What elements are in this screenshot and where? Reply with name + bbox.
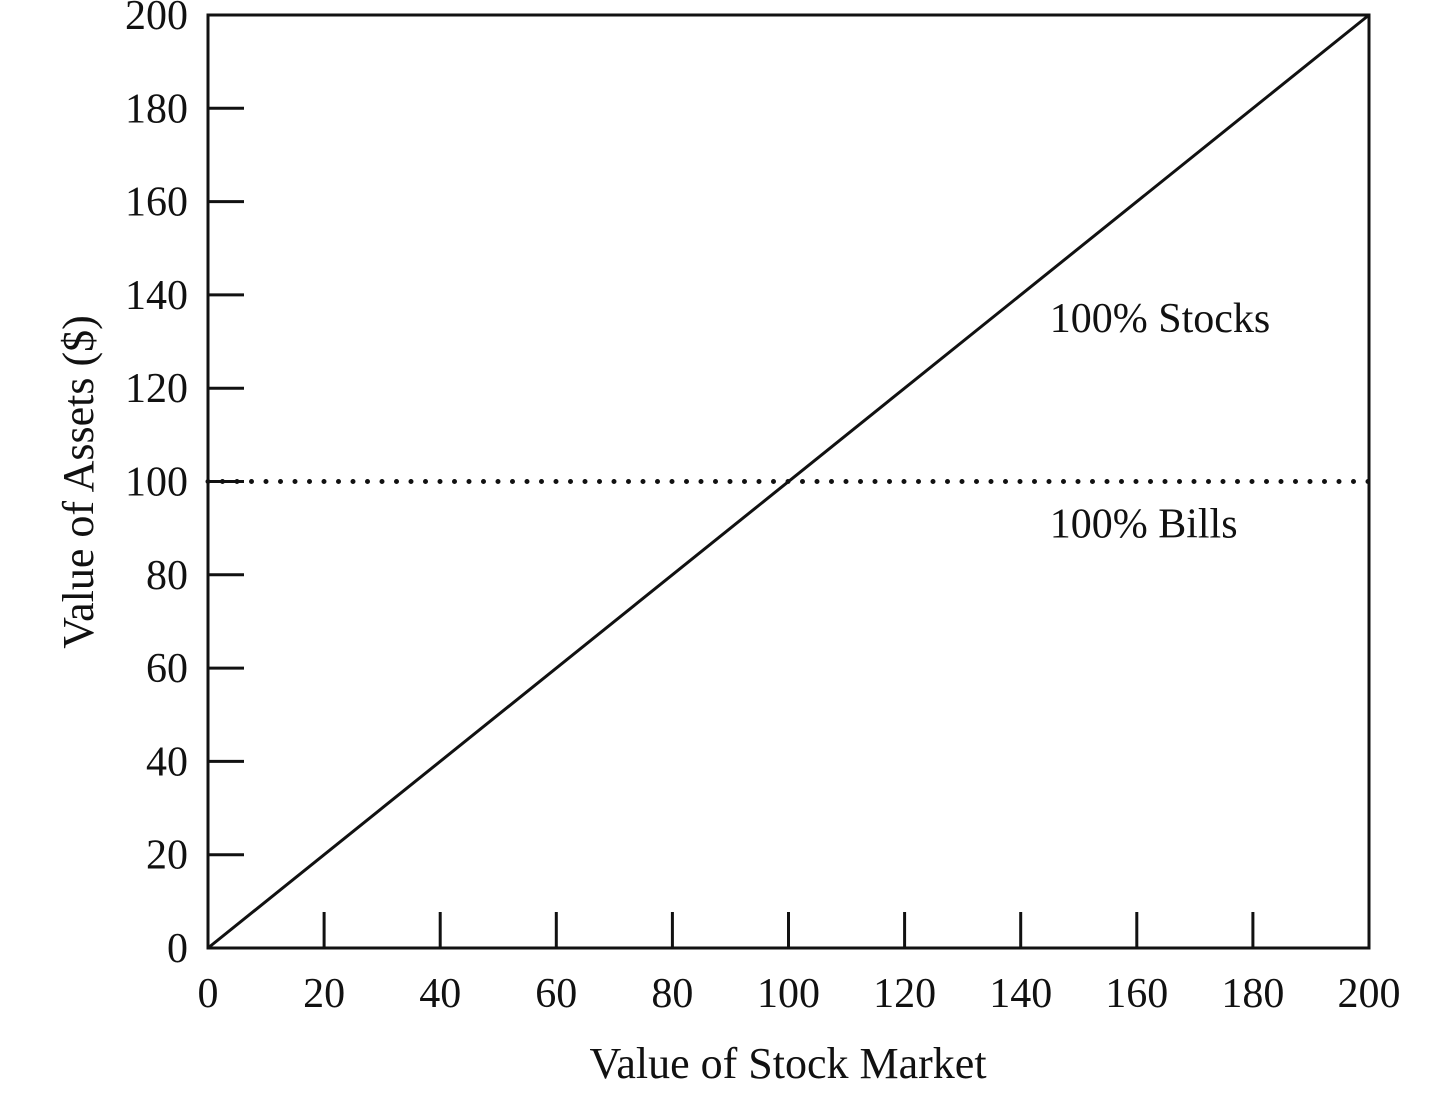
x-tick-label: 100 (757, 971, 820, 1017)
x-tick-label: 120 (873, 971, 936, 1017)
y-tick-label: 160 (125, 180, 188, 226)
y-tick-label: 80 (146, 553, 188, 599)
x-tick-label: 160 (1105, 971, 1168, 1017)
x-tick-label: 0 (198, 971, 219, 1017)
annotation-label: 100% Bills (1050, 501, 1238, 547)
annotation-label: 100% Stocks (1050, 296, 1271, 342)
y-tick-label: 120 (125, 366, 188, 412)
y-tick-label: 0 (167, 926, 188, 972)
x-tick-label: 200 (1338, 971, 1401, 1017)
y-tick-label: 60 (146, 646, 188, 692)
y-axis-ticks: 0 20 40 60 80 100 120 140 160 180 200 (125, 0, 244, 972)
x-tick-label: 60 (535, 971, 577, 1017)
y-axis-title: Value of Assets ($) (54, 315, 103, 649)
x-axis-title: Value of Stock Market (589, 1039, 986, 1088)
x-tick-label: 140 (989, 971, 1052, 1017)
x-tick-label: 20 (303, 971, 345, 1017)
y-tick-label: 100 (125, 460, 188, 506)
y-tick-label: 200 (125, 0, 188, 39)
y-tick-label: 180 (125, 86, 188, 132)
y-tick-label: 20 (146, 833, 188, 879)
x-tick-label: 40 (419, 971, 461, 1017)
y-tick-label: 140 (125, 273, 188, 319)
series-layer (205, 13, 1372, 950)
annotation-layer: 100% Stocks 100% Bills (1050, 296, 1271, 547)
y-tick-label: 40 (146, 739, 188, 785)
x-tick-label: 80 (651, 971, 693, 1017)
x-axis-ticks: 0 20 40 60 80 100 120 140 160 180 200 (198, 912, 1401, 1017)
x-tick-label: 180 (1221, 971, 1284, 1017)
